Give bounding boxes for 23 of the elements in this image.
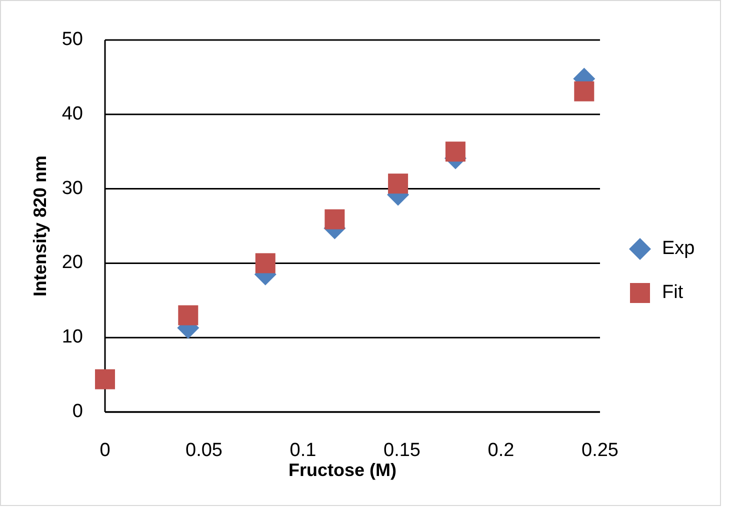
- x-tick-label: 0.05: [186, 440, 222, 461]
- point: [255, 253, 276, 274]
- x-tick-label: 0.2: [488, 440, 514, 461]
- point: [574, 81, 594, 102]
- x-axis-title: Fructose (M): [288, 460, 397, 480]
- x-tick-label: 0.15: [384, 440, 420, 461]
- y-tick-label: 20: [62, 252, 83, 274]
- point: [95, 369, 115, 390]
- point: [445, 142, 466, 162]
- point: [178, 305, 198, 326]
- y-tick-label: 0: [72, 401, 83, 422]
- x-tick-label: 0.25: [582, 440, 618, 461]
- legend-label: Exp: [662, 238, 695, 260]
- point: [324, 209, 345, 230]
- y-tick-label: 40: [62, 103, 83, 124]
- point: [388, 174, 408, 194]
- y-tick-label: 10: [62, 326, 83, 348]
- x-tick-label: 0: [100, 440, 110, 461]
- y-axis-title: Intensity 820 nm: [30, 155, 50, 297]
- x-tick-label: 0.1: [290, 440, 316, 461]
- y-tick-label: 50: [62, 29, 83, 50]
- y-tick-label: 30: [62, 178, 83, 199]
- legend-label: Fit: [662, 282, 684, 304]
